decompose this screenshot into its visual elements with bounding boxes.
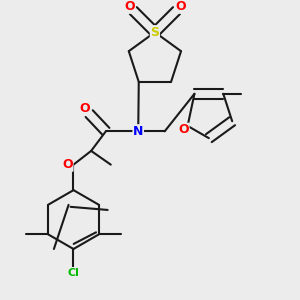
Text: Cl: Cl [68,268,80,278]
Text: N: N [133,125,143,138]
Text: S: S [150,26,159,39]
Text: O: O [175,0,186,13]
Text: O: O [124,0,135,13]
Text: O: O [178,123,189,136]
Text: O: O [79,102,90,115]
Text: O: O [62,158,73,171]
